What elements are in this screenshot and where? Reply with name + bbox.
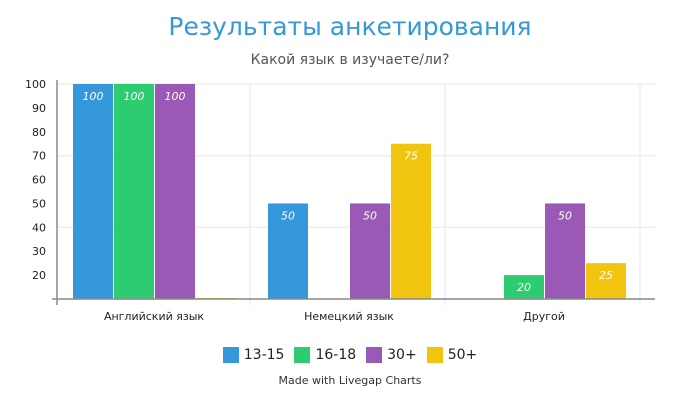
legend-label: 50+ [447,347,478,363]
legend-swatch [222,347,239,363]
y-tick-label: 90 [32,102,46,115]
legend-swatch [294,347,311,363]
x-tick-label: Английский язык [104,310,204,323]
data-label: 25 [599,269,613,282]
legend-item[interactable]: 16-18 [294,347,356,363]
legend: 13-15 16-18 30+ 50+ [0,347,700,363]
y-tick-label: 30 [32,245,46,258]
y-tick-label: 100 [25,78,46,91]
chart-title: Результаты анкетирования [168,12,532,41]
bar [73,84,113,299]
data-label: 75 [404,150,418,163]
legend-item[interactable]: 13-15 [222,347,285,363]
legend-label: 16-18 [315,347,357,363]
credit: Made with Livegap Charts [278,374,422,387]
bar [504,275,544,299]
y-tick-label: 60 [32,174,46,187]
data-label: 20 [517,281,531,294]
data-label: 100 [165,90,186,103]
data-label: 100 [124,90,145,103]
legend-label: 13-15 [243,347,285,363]
y-tick-label: 40 [32,221,46,234]
legend-label: 30+ [387,347,417,363]
bar [268,203,308,299]
legend-swatch [366,347,383,363]
data-label: 50 [558,209,572,222]
x-tick-label: Другой [523,310,565,323]
legend-item[interactable]: 30+ [366,347,417,363]
legend-swatch [426,347,443,363]
y-tick-label: 80 [32,126,46,139]
data-label: 100 [83,90,104,103]
y-tick-label: 70 [32,150,46,163]
bar [391,143,431,299]
legend-item[interactable]: 50+ [426,347,478,363]
data-label: 50 [363,209,377,222]
chart-subtitle: Какой язык в изучаете/ли? [250,52,450,68]
x-tick-label: Немецкий язык [304,310,394,323]
bar [350,203,390,299]
bar [586,263,626,299]
bar [155,84,195,299]
data-label: 50 [281,209,295,222]
bar [545,203,585,299]
y-tick-label: 20 [32,269,46,282]
y-tick-label: 50 [32,197,46,210]
bar [114,84,154,299]
